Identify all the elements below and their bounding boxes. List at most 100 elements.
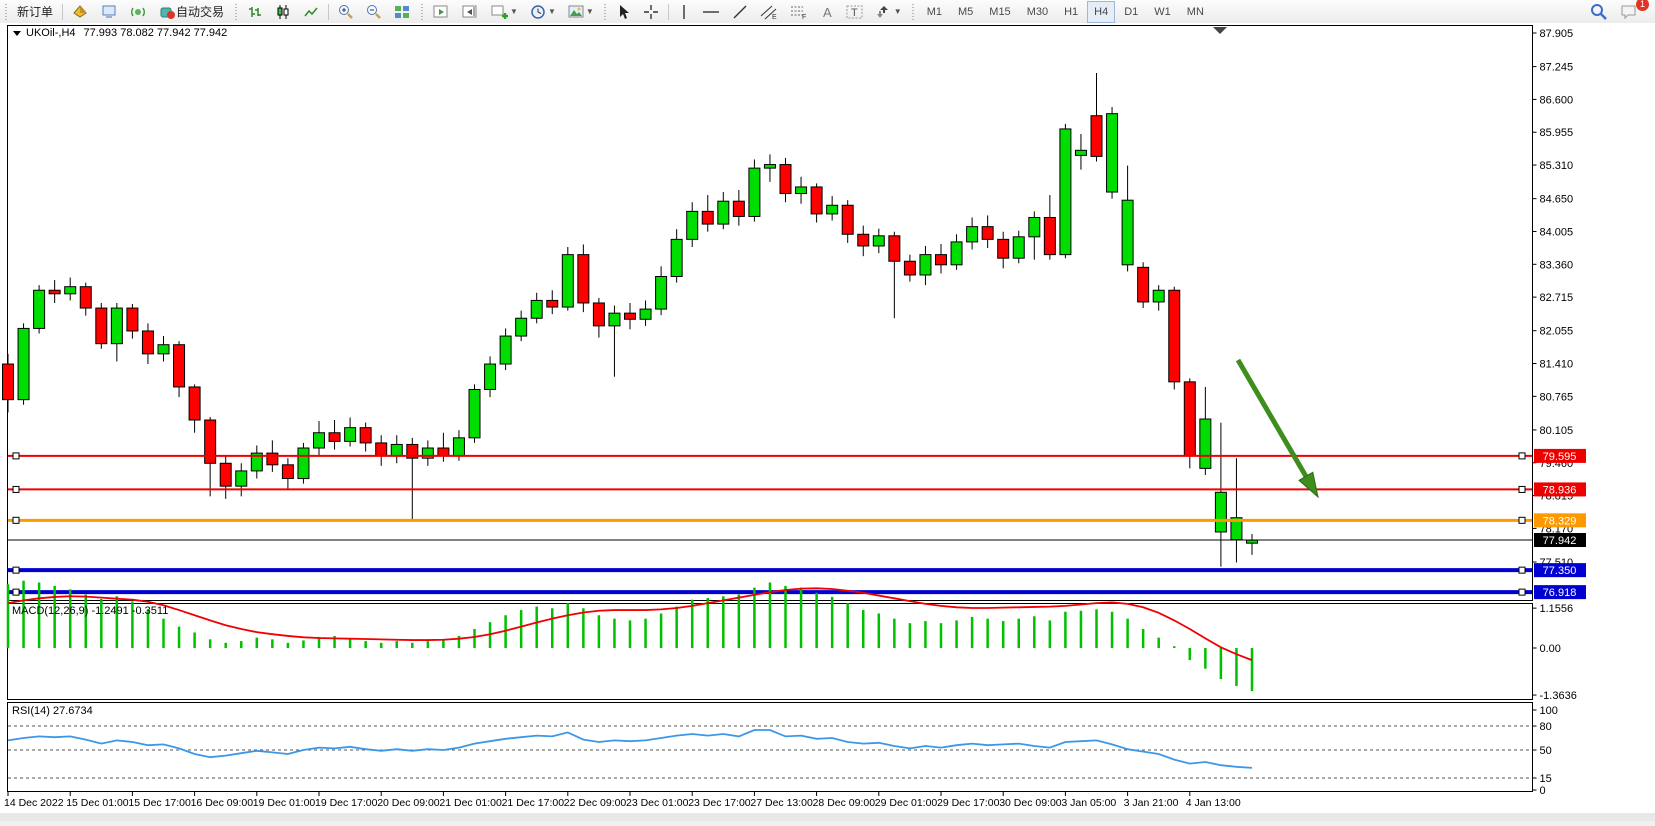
svg-text:100: 100 xyxy=(1540,705,1558,717)
chart-window: UKOil-,H4 77.993 78.082 77.942 77.942 MA… xyxy=(0,23,1655,821)
svg-text:76.918: 76.918 xyxy=(1543,587,1577,599)
notification-badge: 1 xyxy=(1636,0,1649,11)
toolbar-grip[interactable] xyxy=(419,3,425,20)
line-handle[interactable] xyxy=(12,566,20,574)
search-icon xyxy=(1591,3,1607,20)
toolbar-grip[interactable] xyxy=(233,3,239,20)
toolbar-grip[interactable] xyxy=(602,3,608,20)
auto-scroll-button[interactable] xyxy=(428,1,455,23)
dropdown-arrow-icon: ▼ xyxy=(893,7,902,16)
line-handle[interactable] xyxy=(12,485,20,493)
zoom-out-button[interactable] xyxy=(361,1,387,23)
text-label-button[interactable]: T xyxy=(841,1,869,23)
zoom-out-icon xyxy=(367,4,381,19)
svg-text:F: F xyxy=(802,14,806,20)
chart-frame xyxy=(0,24,1655,821)
svg-text:87.905: 87.905 xyxy=(1540,28,1574,40)
gold-seal-icon-button[interactable] xyxy=(67,1,94,23)
svg-text:79.595: 79.595 xyxy=(1543,451,1577,463)
new-order-button[interactable]: 新订单 xyxy=(12,1,58,23)
candlestick-chart-button[interactable] xyxy=(270,1,296,23)
cursor-icon xyxy=(619,4,629,19)
svg-text:21 Dec 17:00: 21 Dec 17:00 xyxy=(502,797,565,809)
line-handle[interactable] xyxy=(1518,485,1526,493)
rsi-indicator xyxy=(7,725,1532,779)
svg-text:78.329: 78.329 xyxy=(1543,515,1577,527)
chart-canvas: 87.905 87.245 86.600 85.955 85.310 84.650 84.0… xyxy=(0,24,1655,821)
tile-windows-button[interactable] xyxy=(389,1,415,23)
svg-text:81.410: 81.410 xyxy=(1540,359,1574,371)
line-handle[interactable] xyxy=(12,452,20,460)
svg-text:77.350: 77.350 xyxy=(1543,565,1577,577)
candlestick-series xyxy=(2,72,1258,567)
svg-text:84.005: 84.005 xyxy=(1540,226,1574,238)
template-icon xyxy=(568,5,584,17)
cursor-button[interactable] xyxy=(612,1,636,23)
chart-shift-button[interactable] xyxy=(457,1,484,23)
templates-button[interactable]: ▼ xyxy=(563,1,599,23)
trendline-button[interactable] xyxy=(727,1,753,23)
dropdown-arrow-icon: ▼ xyxy=(585,7,594,16)
equidistant-channel-button[interactable]: E xyxy=(755,1,783,23)
svg-text:83.360: 83.360 xyxy=(1540,259,1574,271)
dropdown-arrow-icon: ▼ xyxy=(547,7,556,16)
svg-text:15 Dec 17:00: 15 Dec 17:00 xyxy=(128,797,191,809)
svg-text:27 Dec 13:00: 27 Dec 13:00 xyxy=(750,797,813,809)
crosshair-button[interactable] xyxy=(638,1,664,23)
tab-m5[interactable]: M5 xyxy=(958,5,974,18)
line-chart-icon xyxy=(304,7,318,16)
line-handle[interactable] xyxy=(1518,452,1526,460)
arrow-head-icon xyxy=(1298,471,1319,499)
svg-text:80.765: 80.765 xyxy=(1540,391,1574,403)
svg-text:15 Dec 01:00: 15 Dec 01:00 xyxy=(66,797,129,809)
svg-text:23 Dec 01:00: 23 Dec 01:00 xyxy=(626,797,689,809)
svg-text:82.055: 82.055 xyxy=(1540,326,1574,338)
main-toolbar: 新订单 自动交易 ▼ ▼ xyxy=(0,0,1655,24)
line-handle[interactable] xyxy=(1518,516,1526,524)
tab-m15[interactable]: M15 xyxy=(989,5,1011,18)
tab-d1[interactable]: D1 xyxy=(1124,5,1139,18)
terminal-button[interactable] xyxy=(96,1,123,23)
horizontal-line-button[interactable] xyxy=(697,1,725,23)
text-a-icon: A xyxy=(823,5,832,20)
toolbar-grip[interactable] xyxy=(910,3,916,20)
tab-mn[interactable]: MN xyxy=(1186,5,1204,18)
tab-m30[interactable]: M30 xyxy=(1026,5,1049,18)
toolbar-grip[interactable] xyxy=(3,3,8,20)
svg-text:16 Dec 09:00: 16 Dec 09:00 xyxy=(191,797,254,809)
chart-shift-marker-icon xyxy=(1213,27,1227,34)
tab-m1[interactable]: M1 xyxy=(926,5,942,18)
tab-h4[interactable]: H4 xyxy=(1087,0,1116,23)
arrows-button[interactable]: ▼ xyxy=(871,1,907,23)
tab-h1[interactable]: H1 xyxy=(1064,5,1079,18)
fibonacci-button[interactable]: F xyxy=(785,1,813,23)
time-axis: 14 Dec 2022 15 Dec 01:00 15 Dec 17:00 16 De… xyxy=(4,792,1241,809)
svg-text:85.955: 85.955 xyxy=(1540,127,1574,139)
svg-text:21 Dec 01:00: 21 Dec 01:00 xyxy=(439,797,502,809)
line-handle[interactable] xyxy=(12,588,20,596)
svg-text:19 Dec 17:00: 19 Dec 17:00 xyxy=(315,797,378,809)
signal-button[interactable] xyxy=(125,1,152,23)
svg-text:50: 50 xyxy=(1540,745,1552,757)
candlestick-chart-icon xyxy=(277,4,289,19)
search-button[interactable] xyxy=(1585,1,1613,23)
line-handle[interactable] xyxy=(1518,566,1526,574)
auto-trading-button[interactable]: 自动交易 xyxy=(154,1,229,23)
line-handle[interactable] xyxy=(12,516,20,524)
svg-text:19 Dec 01:00: 19 Dec 01:00 xyxy=(253,797,316,809)
svg-text:3 Jan 21:00: 3 Jan 21:00 xyxy=(1124,797,1179,809)
svg-text:E: E xyxy=(772,14,777,20)
line-chart-button[interactable] xyxy=(298,1,324,23)
periods-button[interactable]: ▼ xyxy=(525,1,561,23)
svg-text:82.715: 82.715 xyxy=(1540,292,1574,304)
zoom-in-button[interactable] xyxy=(333,1,359,23)
bar-chart-button[interactable] xyxy=(242,1,268,23)
text-button[interactable]: A xyxy=(815,1,839,23)
line-handle[interactable] xyxy=(1518,588,1526,596)
vertical-line-button[interactable] xyxy=(673,1,695,23)
chat-button[interactable]: 1 xyxy=(1615,0,1649,23)
svg-text:29 Dec 17:00: 29 Dec 17:00 xyxy=(937,797,1000,809)
tab-w1[interactable]: W1 xyxy=(1154,5,1171,18)
trend-arrow[interactable] xyxy=(1235,358,1319,499)
new-chart-button[interactable]: ▼ xyxy=(486,1,523,23)
